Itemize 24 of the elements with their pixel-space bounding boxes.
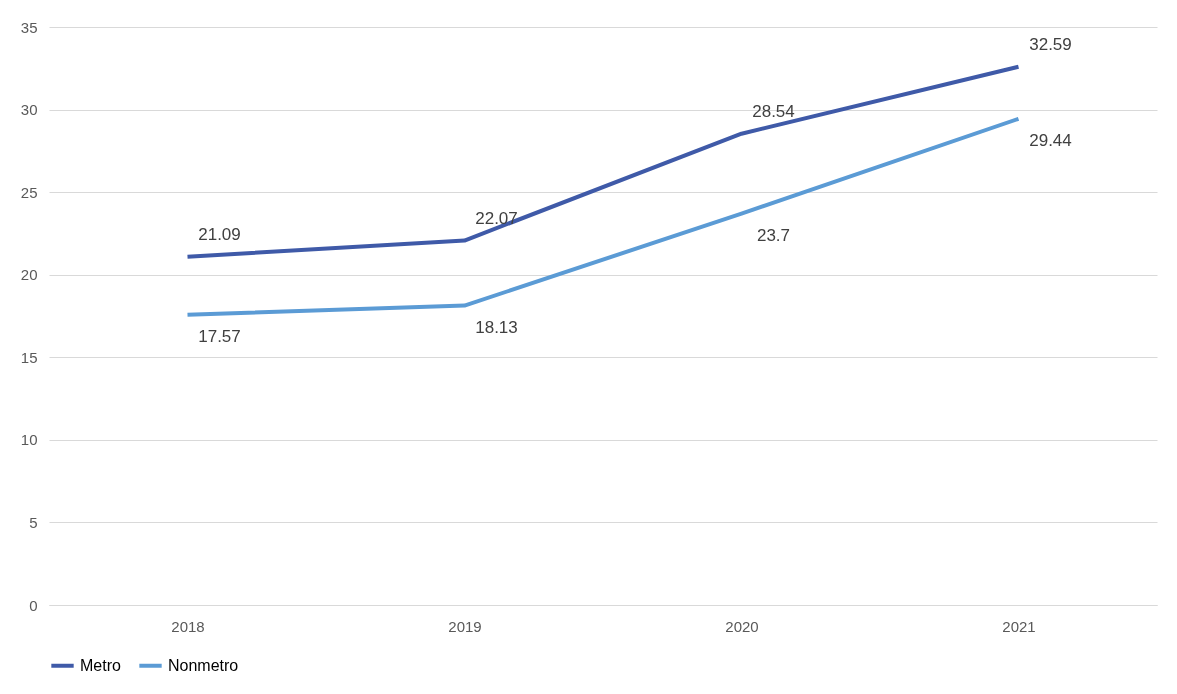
data-label: 23.7	[756, 225, 791, 245]
x-tick-label: 2020	[725, 617, 759, 635]
data-label: 17.57	[198, 326, 241, 346]
data-label: 28.54	[752, 101, 795, 121]
x-tick-label: 2018	[171, 617, 205, 635]
data-label: 18.13	[475, 317, 518, 337]
line-series	[185, 64, 1021, 259]
line-series	[185, 116, 1021, 317]
x-tick-label: 2021	[1002, 617, 1036, 635]
y-tick-label: 35	[20, 18, 38, 36]
y-tick-label: 10	[20, 431, 38, 449]
y-tick-label: 5	[29, 513, 38, 531]
data-label: 21.09	[198, 224, 241, 244]
y-tick-label: 30	[20, 101, 38, 119]
y-tick-label: 20	[20, 266, 38, 284]
data-label: 29.44	[1029, 130, 1072, 150]
data-label: 32.59	[1029, 34, 1072, 54]
data-label: 22.07	[475, 208, 518, 228]
y-tick-label: 15	[20, 348, 38, 366]
x-tick-label: 2019	[448, 617, 482, 635]
y-tick-label: 25	[20, 183, 38, 201]
legend-label: Metro	[80, 656, 121, 674]
y-tick-label: 0	[29, 596, 38, 614]
legend-label: Nonmetro	[168, 656, 239, 674]
